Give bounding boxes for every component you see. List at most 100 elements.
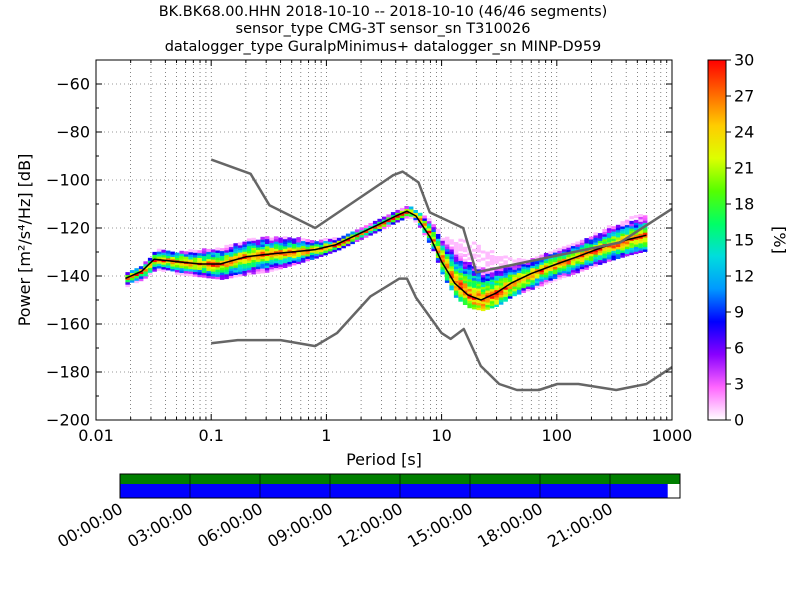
heatmap-cell xyxy=(143,270,148,274)
heatmap-cell xyxy=(377,228,382,232)
heatmap-cell xyxy=(435,238,441,242)
heatmap-cell xyxy=(435,259,441,263)
heatmap-cell xyxy=(152,251,157,255)
heatmap-cell xyxy=(633,224,639,228)
heatmap-cell xyxy=(237,254,243,258)
heatmap-cell xyxy=(449,270,454,274)
heatmap-cell xyxy=(615,227,621,231)
heatmap-cell xyxy=(188,266,193,270)
heatmap-cell xyxy=(512,278,517,282)
heatmap-cell xyxy=(179,258,184,261)
heatmap-cell xyxy=(237,264,243,267)
heatmap-cell xyxy=(512,281,517,285)
heatmap-cell xyxy=(264,267,270,271)
heatmap-cell xyxy=(480,272,486,276)
heatmap-cell xyxy=(237,271,243,275)
heatmap-cell xyxy=(183,272,189,276)
heatmap-cell xyxy=(516,270,522,273)
y-axis-label: Power [m²/s⁴/Hz] [dB] xyxy=(15,154,34,327)
heatmap-cell xyxy=(638,240,643,244)
heatmap-cell xyxy=(237,249,243,253)
heatmap-cell xyxy=(215,273,220,277)
heatmap-cell xyxy=(224,254,229,258)
heatmap-cell xyxy=(444,258,450,262)
heatmap-cell xyxy=(476,276,481,279)
heatmap-cell xyxy=(125,274,130,278)
heatmap-cell xyxy=(489,257,495,261)
heatmap-cell xyxy=(480,284,486,288)
heatmap-cell xyxy=(440,257,445,260)
heatmap-cell xyxy=(242,263,247,267)
heatmap-cell xyxy=(503,298,508,302)
plot-grid xyxy=(95,60,672,421)
heatmap-cell xyxy=(566,271,571,275)
heatmap-cell xyxy=(570,271,576,275)
heatmap-cell xyxy=(471,296,477,300)
heatmap-cell xyxy=(485,306,490,310)
heatmap-cell xyxy=(255,268,261,272)
heatmap-cell xyxy=(449,239,454,243)
heatmap-cell xyxy=(435,247,441,251)
heatmap-cell xyxy=(431,233,436,237)
heatmap-cell xyxy=(255,251,261,255)
heatmap-cell xyxy=(588,255,594,259)
heatmap-cell xyxy=(269,264,274,267)
heatmap-cell xyxy=(539,266,544,270)
heatmap-cell xyxy=(597,252,603,256)
heatmap-cell xyxy=(440,271,445,275)
heatmap-cell xyxy=(273,245,279,249)
heatmap-cell xyxy=(143,275,148,279)
heatmap-cell xyxy=(282,238,288,242)
heatmap-cell xyxy=(498,263,504,267)
heatmap-cell xyxy=(134,273,139,276)
heatmap-cell xyxy=(363,234,369,238)
heatmap-cell xyxy=(449,241,454,245)
heatmap-cell xyxy=(350,236,355,240)
heatmap-cell xyxy=(291,248,297,251)
heatmap-cell xyxy=(264,245,270,249)
heatmap-cell xyxy=(507,283,513,287)
heatmap-cell xyxy=(305,241,310,245)
heatmap-cell xyxy=(300,240,306,244)
heatmap-cell xyxy=(638,221,643,225)
heatmap-cell xyxy=(467,274,472,277)
heatmap-cell xyxy=(557,262,562,266)
heatmap-cell xyxy=(606,237,612,241)
x-tick-label: 100 xyxy=(542,426,573,445)
heatmap-cell xyxy=(170,268,175,272)
heatmap-cell xyxy=(242,260,247,264)
heatmap-cell xyxy=(215,254,220,258)
heatmap-cell xyxy=(485,273,490,277)
heatmap-cell xyxy=(597,235,603,239)
heatmap-cell xyxy=(291,252,297,256)
heatmap-cell xyxy=(539,254,544,258)
heatmap-cell xyxy=(624,224,630,228)
heatmap-cell xyxy=(260,265,265,269)
heatmap-cell xyxy=(233,274,238,278)
heatmap-cell xyxy=(381,216,387,220)
heatmap-cell xyxy=(489,305,495,309)
heatmap-cell xyxy=(165,255,171,259)
heatmap-cell xyxy=(498,299,504,303)
heatmap-cell xyxy=(444,277,450,281)
colorbar-tick-label: 21 xyxy=(734,159,754,178)
heatmap-cell xyxy=(476,283,481,287)
heatmap-cell xyxy=(462,292,468,296)
heatmap-cell xyxy=(485,256,490,260)
y-tick-label: −200 xyxy=(46,411,90,430)
heatmap-cell xyxy=(579,242,585,246)
heatmap-cell xyxy=(633,219,639,223)
heatmap-cell xyxy=(336,237,342,241)
heatmap-cell xyxy=(305,258,310,262)
heatmap-cell xyxy=(156,263,162,267)
heatmap-cell xyxy=(530,270,535,273)
heatmap-cell xyxy=(642,244,648,248)
heatmap-cell xyxy=(476,259,481,263)
heatmap-cell xyxy=(273,250,279,254)
heatmap-cell xyxy=(593,239,598,243)
heatmap-cell xyxy=(197,250,202,254)
heatmap-cell xyxy=(552,264,558,267)
heatmap-cell xyxy=(494,280,499,283)
heatmap-cell xyxy=(611,252,616,256)
heatmap-cell xyxy=(593,244,598,248)
